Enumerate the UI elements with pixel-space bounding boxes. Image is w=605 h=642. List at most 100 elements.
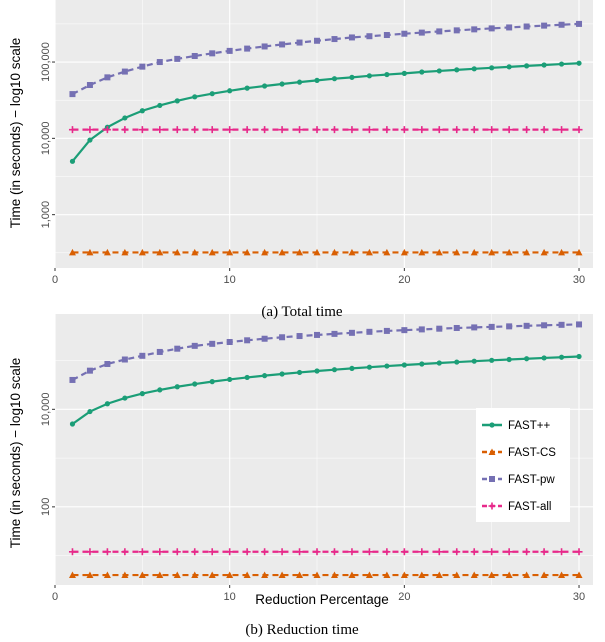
- data-point-fast-all: [575, 548, 583, 556]
- series-fast: [69, 60, 582, 164]
- data-point-fast: [489, 357, 495, 363]
- data-point-fast-pw: [401, 327, 408, 334]
- data-point-fast-cs: [575, 571, 583, 579]
- data-point-fast: [122, 115, 128, 121]
- data-point-fast: [296, 79, 303, 85]
- data-point-fast-pw: [314, 37, 321, 44]
- data-point-fast-all: [68, 126, 76, 134]
- data-point-fast-cs: [365, 248, 373, 256]
- reduction-time-y-axis-title: Time (in seconds) − log10 scale: [8, 358, 23, 548]
- data-point-fast-cs: [173, 571, 181, 579]
- series-fast-all: [68, 548, 583, 556]
- reduction-time-x-axis-title: Reduction Percentage: [255, 592, 389, 607]
- legend-key-marker-fast: [489, 422, 495, 428]
- total-time-panel: 0 10 20 30 1,000 10,000 100,000: [40, 0, 593, 286]
- series-fast-cs: [68, 248, 583, 256]
- data-point-fast-all: [505, 126, 513, 134]
- data-point-fast-pw: [121, 68, 128, 75]
- data-point-fast-all: [330, 548, 338, 556]
- data-point-fast-cs: [488, 571, 496, 579]
- data-point-fast: [157, 102, 163, 109]
- data-point-fast-cs: [558, 571, 566, 579]
- data-point-fast-all: [505, 548, 513, 556]
- data-point-fast-cs: [243, 248, 251, 256]
- data-point-fast-cs: [400, 571, 408, 579]
- data-point-fast-cs: [261, 571, 269, 579]
- data-point-fast-all: [208, 548, 216, 556]
- data-point-fast-all: [173, 126, 181, 134]
- data-point-fast: [558, 61, 565, 67]
- legend-key-marker-fast-pw: [489, 476, 495, 482]
- data-point-fast: [436, 360, 442, 366]
- data-point-fast-all: [418, 548, 426, 556]
- data-point-fast-all: [365, 126, 373, 134]
- data-point-fast-cs: [383, 571, 391, 579]
- data-point-fast-all: [313, 548, 321, 556]
- data-point-fast-all: [156, 126, 164, 134]
- series-fast-all: [68, 126, 583, 134]
- data-point-fast: [524, 63, 530, 69]
- data-point-fast: [331, 367, 338, 373]
- data-point-fast-cs: [558, 248, 566, 256]
- data-point-fast-cs: [435, 248, 443, 256]
- data-point-fast-all: [313, 126, 321, 134]
- data-point-fast: [209, 91, 215, 97]
- data-point-fast-pw: [576, 321, 583, 328]
- data-point-fast: [541, 62, 547, 68]
- data-point-fast-all: [121, 548, 129, 556]
- data-point-fast: [541, 355, 547, 361]
- data-point-fast-cs: [226, 248, 234, 256]
- data-point-fast-all: [138, 548, 146, 556]
- data-point-fast-cs: [505, 571, 513, 579]
- data-point-fast-pw: [471, 26, 478, 33]
- data-point-fast-all: [523, 548, 531, 556]
- data-point-fast-all: [261, 548, 269, 556]
- data-point-fast: [454, 359, 460, 365]
- data-point-fast-all: [103, 548, 111, 556]
- data-point-fast: [104, 401, 111, 407]
- data-point-fast-pw: [279, 334, 286, 341]
- data-point-fast-all: [278, 548, 286, 556]
- data-point-fast-pw: [523, 322, 530, 329]
- data-point-fast-cs: [453, 571, 461, 579]
- data-point-fast-all: [523, 126, 531, 134]
- data-point-fast: [279, 81, 285, 87]
- data-point-fast-all: [365, 548, 373, 556]
- data-point-fast-cs: [173, 248, 181, 256]
- series-fast-pw: [69, 321, 583, 383]
- data-point-fast-cs: [575, 248, 583, 256]
- legend-key-marker-fast-cs: [488, 448, 496, 455]
- data-point-fast: [576, 353, 582, 360]
- data-point-fast-all: [400, 126, 408, 134]
- data-point-fast-pw: [506, 323, 513, 330]
- data-point-fast-all: [121, 126, 129, 134]
- data-point-fast: [262, 83, 268, 89]
- y-tick-label: 100: [40, 498, 52, 516]
- data-point-fast: [87, 408, 93, 415]
- data-point-fast: [401, 70, 407, 76]
- data-point-fast-pw: [86, 367, 93, 374]
- data-point-fast-pw: [69, 91, 76, 98]
- data-point-fast-pw: [366, 328, 373, 335]
- data-point-fast-cs: [418, 248, 426, 256]
- data-point-fast: [87, 137, 93, 143]
- data-point-fast-cs: [418, 571, 426, 579]
- data-point-fast-cs: [383, 248, 391, 256]
- data-point-fast-pw: [314, 331, 321, 338]
- data-point-fast-all: [103, 126, 111, 134]
- data-point-fast-pw: [174, 55, 181, 62]
- data-point-fast-cs: [138, 248, 146, 256]
- data-point-fast: [174, 384, 180, 390]
- x-tick-label: 30: [573, 274, 585, 286]
- y-tick-label: 10,000: [40, 122, 52, 156]
- data-point-fast-pw: [191, 342, 198, 349]
- data-point-fast-pw: [506, 24, 513, 31]
- data-point-fast: [192, 94, 198, 100]
- data-point-fast: [384, 363, 390, 369]
- data-point-fast: [349, 365, 355, 372]
- data-point-fast-pw: [488, 323, 495, 330]
- data-point-fast-cs: [296, 248, 304, 256]
- data-point-fast-all: [226, 126, 234, 134]
- data-point-fast-pw: [331, 330, 338, 337]
- total-time-caption: (a) Total time: [261, 304, 342, 320]
